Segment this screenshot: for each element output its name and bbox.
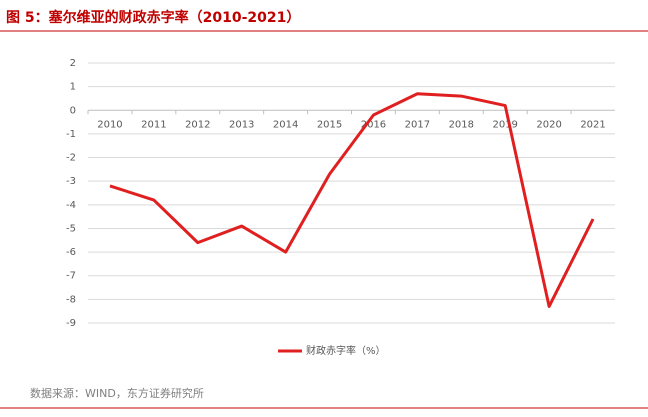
line-series [109,92,595,308]
y-tick-label: -8 [66,294,76,305]
x-tick-label: 2021 [580,119,605,130]
x-tick-label: 2016 [361,119,386,130]
y-tick-label: -2 [66,153,76,164]
x-tick-label: 2018 [449,119,474,130]
x-tick-label: 2014 [273,119,298,130]
title: 图 5：塞尔维亚的财政赤字率（2010-2021） [6,9,300,26]
y-tick-label: 2 [70,58,76,69]
x-tick-label: 2020 [536,119,561,130]
y-tick-label: -3 [66,176,76,187]
source: 数据来源：WIND，东方证券研究所 [30,386,204,400]
x-tick-label: 2011 [141,119,166,130]
x-tick-label: 2019 [492,119,517,130]
y-tick-label: 0 [70,105,76,116]
x-tick-label: 2010 [97,119,122,130]
x-tick-label: 2012 [185,119,210,130]
y-tick-label: 1 [70,82,76,93]
y-tick-label: -6 [66,247,76,258]
legend-label: 财政赤字率（%） [306,344,386,357]
y-tick-label: -7 [66,271,76,282]
y-tick-label: -5 [66,223,76,234]
x-tick-label: 2015 [317,119,342,130]
x-tick-label: 2013 [229,119,254,130]
x-tick-label: 2017 [405,119,430,130]
y-tick-label: -4 [66,200,76,211]
y-tick-label: -9 [66,318,76,329]
y-tick-label: -1 [66,129,76,140]
